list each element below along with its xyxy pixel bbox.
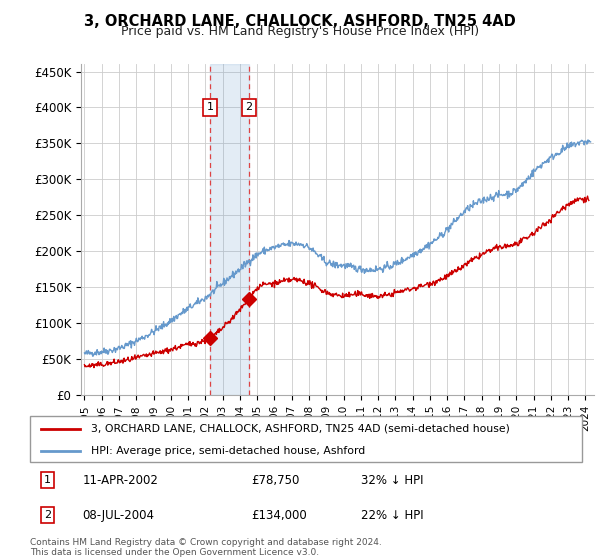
Bar xyxy=(210,64,249,395)
Text: 22% ↓ HPI: 22% ↓ HPI xyxy=(361,508,424,522)
Text: 1: 1 xyxy=(206,102,214,113)
Text: 11-APR-2002: 11-APR-2002 xyxy=(82,474,158,487)
Text: 2: 2 xyxy=(44,510,51,520)
Text: 3, ORCHARD LANE, CHALLOCK, ASHFORD, TN25 4AD: 3, ORCHARD LANE, CHALLOCK, ASHFORD, TN25… xyxy=(84,14,516,29)
Text: 3, ORCHARD LANE, CHALLOCK, ASHFORD, TN25 4AD (semi-detached house): 3, ORCHARD LANE, CHALLOCK, ASHFORD, TN25… xyxy=(91,424,509,434)
Text: Price paid vs. HM Land Registry's House Price Index (HPI): Price paid vs. HM Land Registry's House … xyxy=(121,25,479,38)
Text: 1: 1 xyxy=(44,475,51,485)
Text: 32% ↓ HPI: 32% ↓ HPI xyxy=(361,474,424,487)
Text: £134,000: £134,000 xyxy=(251,508,307,522)
Text: £78,750: £78,750 xyxy=(251,474,299,487)
Text: HPI: Average price, semi-detached house, Ashford: HPI: Average price, semi-detached house,… xyxy=(91,446,365,455)
Text: Contains HM Land Registry data © Crown copyright and database right 2024.
This d: Contains HM Land Registry data © Crown c… xyxy=(30,538,382,557)
Text: 08-JUL-2004: 08-JUL-2004 xyxy=(82,508,154,522)
Text: 2: 2 xyxy=(245,102,253,113)
